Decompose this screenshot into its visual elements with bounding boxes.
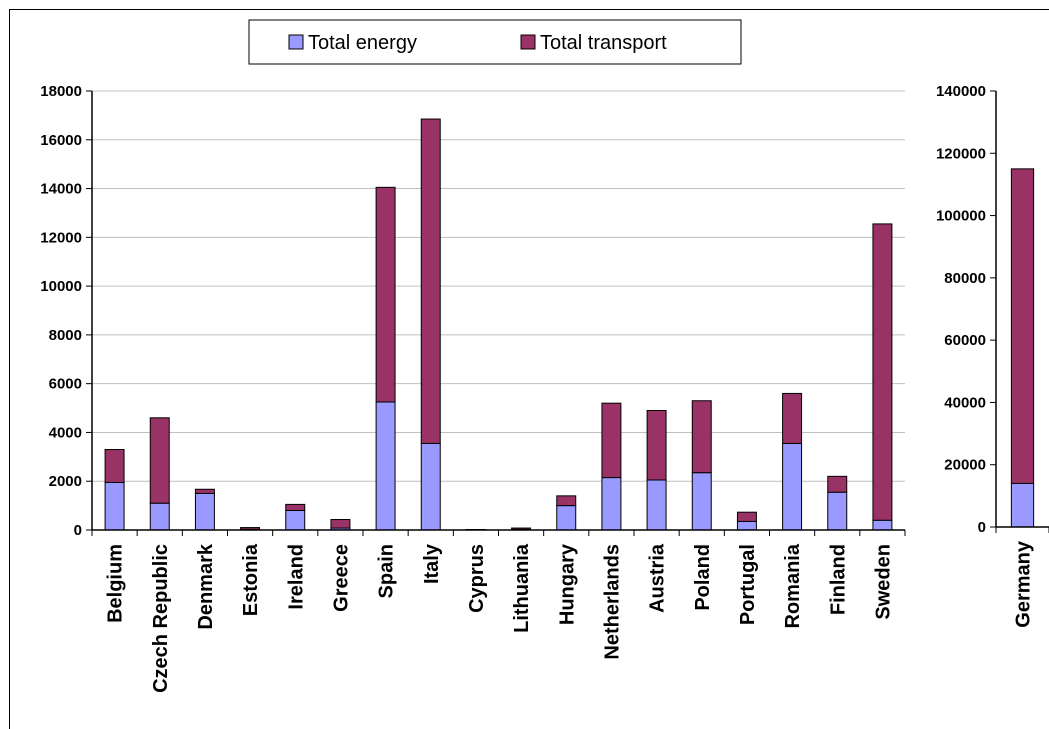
bar-total-energy-hungary (556, 505, 577, 531)
x-label-estonia: Estonia (240, 543, 262, 616)
sub-x-tick-labels: Germany (1013, 540, 1035, 628)
bar-total-energy-netherlands (601, 477, 622, 531)
y-tick-label: 60000 (944, 332, 986, 349)
x-label-ireland: Ireland (285, 544, 307, 610)
bar-total-transport-belgium (104, 449, 125, 483)
y-tick-label: 40000 (944, 394, 986, 411)
legend-label-energy: Total energy (308, 32, 417, 54)
bar-total-transport-sweden (872, 223, 893, 521)
bar-total-energy-spain (375, 401, 396, 531)
legend-label-transport: Total transport (540, 32, 667, 54)
y-tick-label: 6000 (49, 376, 82, 393)
chart-frame (9, 9, 1049, 729)
bar-total-transport-germany (1010, 168, 1035, 484)
bar-total-energy-belgium (104, 481, 125, 531)
bar-total-energy-denmark (194, 492, 215, 531)
x-label-hungary: Hungary (556, 543, 578, 625)
y-tick-label: 16000 (40, 132, 82, 149)
y-tick-label: 100000 (936, 208, 986, 225)
y-tick-label: 80000 (944, 270, 986, 287)
bar-total-energy-italy (420, 442, 441, 531)
main-axes (86, 90, 906, 536)
y-tick-label: 20000 (944, 457, 986, 474)
y-tick-label: 4000 (49, 424, 82, 441)
bar-total-transport-lithuania (511, 527, 532, 530)
y-tick-label: 8000 (49, 327, 82, 344)
bar-total-transport-estonia (240, 527, 261, 530)
x-label-czech-republic: Czech Republic (150, 544, 172, 693)
y-tick-label: 18000 (40, 83, 82, 100)
main-gridlines (92, 90, 905, 482)
bar-total-energy-austria (646, 479, 667, 531)
bar-total-energy-germany (1010, 482, 1035, 528)
bar-total-transport-czech-republic (149, 417, 170, 504)
bar-total-energy-poland (691, 472, 712, 531)
x-label-netherlands: Netherlands (601, 544, 623, 660)
legend-swatch-transport (520, 34, 536, 50)
bar-total-transport-poland (691, 400, 712, 474)
x-label-italy: Italy (421, 543, 443, 584)
main-y-tick-labels: 0 2000 4000 6000 8000 10000 12000 14000 16000 180… (40, 83, 82, 539)
bar-total-energy-ireland (285, 509, 306, 531)
bar-total-transport-ireland (285, 503, 306, 511)
legend: Total energy Total transport (248, 19, 742, 65)
x-label-greece: Greece (330, 544, 352, 612)
bar-total-energy-finland (827, 491, 848, 531)
y-tick-label: 14000 (40, 181, 82, 198)
y-tick-label: 0 (978, 519, 986, 536)
bar-total-transport-spain (375, 186, 396, 403)
legend-swatch-energy (288, 34, 304, 50)
bar-total-transport-finland (827, 475, 848, 493)
y-tick-label: 140000 (936, 83, 986, 100)
y-tick-label: 10000 (40, 278, 82, 295)
y-tick-label: 0 (74, 522, 82, 539)
bar-total-transport-hungary (556, 495, 577, 507)
bar-total-energy-romania (782, 442, 803, 531)
x-label-sweden: Sweden (872, 544, 894, 620)
x-label-poland: Poland (692, 544, 714, 611)
bar-total-transport-greece (330, 519, 351, 529)
main-x-tick-labels: Belgium Czech Republic Denmark Estonia Irela… (105, 543, 895, 693)
bar-total-transport-austria (646, 409, 667, 481)
x-label-denmark: Denmark (195, 543, 217, 629)
bar-total-transport-netherlands (601, 402, 622, 479)
sub-bars (1010, 168, 1035, 528)
x-label-portugal: Portugal (737, 544, 759, 625)
bar-total-transport-italy (420, 118, 441, 444)
x-label-lithuania: Lithuania (511, 543, 533, 633)
legend-box (248, 19, 742, 65)
y-tick-label: 120000 (936, 145, 986, 162)
bar-total-energy-sweden (872, 519, 893, 531)
bar-total-energy-portugal (736, 520, 757, 531)
x-label-romania: Romania (782, 543, 804, 628)
y-tick-label: 2000 (49, 473, 82, 490)
bar-total-energy-czech-republic (149, 502, 170, 531)
x-label-finland: Finland (827, 544, 849, 615)
x-label-spain: Spain (376, 544, 398, 598)
y-tick-label: 12000 (40, 229, 82, 246)
bar-total-transport-portugal (736, 511, 757, 522)
x-label-belgium: Belgium (105, 544, 127, 623)
main-bars (104, 118, 893, 531)
sub-axes (990, 90, 1049, 533)
x-label-austria: Austria (647, 543, 669, 613)
x-label-cyprus: Cyprus (466, 544, 488, 613)
x-label-germany: Germany (1013, 540, 1035, 628)
sub-y-tick-labels: 0 20000 40000 60000 80000 100000 120000 140000 (936, 83, 986, 536)
bar-total-transport-denmark (194, 488, 215, 494)
bar-total-transport-romania (782, 392, 803, 444)
